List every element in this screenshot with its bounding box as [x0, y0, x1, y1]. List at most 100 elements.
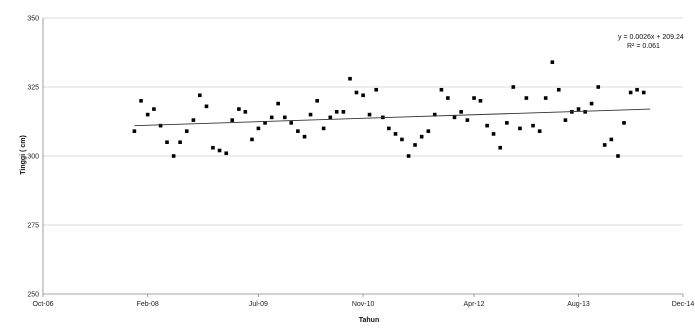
x-tick-label: Nov-10	[352, 301, 375, 308]
data-point	[602, 143, 607, 147]
data-point	[198, 93, 202, 98]
trendline-equation: y = 0.0026x + 209.24	[618, 34, 684, 41]
data-point	[374, 87, 378, 92]
x-tick-label: Jul-09	[249, 301, 268, 308]
data-point	[158, 123, 163, 128]
data-point	[635, 87, 639, 92]
data-point	[556, 87, 561, 92]
data-point	[250, 137, 254, 142]
axes	[42, 18, 684, 297]
data-point	[354, 90, 359, 95]
y-tick-label: 250	[27, 292, 39, 299]
data-point	[321, 126, 326, 131]
data-point	[491, 132, 496, 136]
data-point	[446, 96, 450, 100]
data-point	[543, 96, 548, 100]
data-point	[426, 129, 431, 133]
x-axis-title: Tahun	[359, 317, 379, 324]
data-point	[393, 132, 398, 136]
data-point	[465, 118, 470, 122]
trendline-group	[134, 108, 651, 127]
data-point	[505, 121, 509, 125]
data-point	[217, 148, 222, 153]
data-point	[413, 143, 417, 147]
data-point	[171, 154, 176, 158]
data-point	[224, 151, 229, 156]
data-point	[341, 110, 346, 114]
data-point	[550, 60, 555, 64]
data-point	[524, 96, 529, 100]
x-tick-label: Dec-14	[672, 301, 695, 308]
data-point	[367, 112, 372, 117]
data-point	[132, 129, 137, 133]
trendline	[134, 108, 651, 127]
data-point	[478, 99, 483, 103]
data-point	[387, 126, 391, 131]
x-tick-label: Apr-12	[464, 301, 485, 308]
data-point	[472, 96, 476, 100]
data-point	[204, 104, 209, 109]
data-point	[511, 85, 516, 89]
data-point	[315, 99, 319, 103]
data-point	[348, 76, 352, 81]
data-point	[282, 115, 287, 120]
y-tick-label: 300	[27, 154, 39, 161]
data-point	[485, 123, 489, 128]
data-point	[269, 115, 274, 120]
data-point	[308, 112, 313, 117]
data-point	[609, 137, 614, 142]
data-point	[406, 154, 411, 158]
data-point	[263, 121, 267, 125]
data-point	[256, 126, 261, 131]
data-point	[302, 134, 307, 139]
data-point	[139, 99, 143, 103]
data-point	[184, 129, 189, 133]
data-point	[289, 121, 294, 125]
data-point	[432, 112, 437, 117]
data-point	[452, 115, 457, 120]
data-point	[498, 145, 503, 150]
data-point	[243, 110, 248, 114]
data-point	[589, 101, 594, 106]
y-tick-label: 275	[27, 223, 39, 230]
data-point	[276, 101, 280, 106]
y-axis-title: Tinggi ( cm)	[20, 135, 27, 175]
x-tick-label: Oct-06	[32, 301, 53, 308]
x-tick-label: Aug-13	[567, 301, 590, 308]
data-point	[296, 129, 300, 133]
data-point	[622, 121, 626, 125]
data-points	[132, 60, 646, 158]
data-point	[400, 137, 404, 142]
data-point	[334, 110, 339, 114]
data-point	[178, 140, 182, 144]
data-point	[583, 110, 587, 114]
data-point	[152, 107, 156, 111]
data-point	[616, 154, 620, 158]
y-tick-label: 350	[27, 16, 39, 23]
data-point	[145, 112, 150, 117]
x-tick-label: Feb-08	[137, 301, 159, 308]
tick-labels: 250 275 300 325 350 Oct-06 Feb-08 Jul-09 Nov-10 A…	[27, 16, 694, 309]
gridlines	[43, 17, 683, 226]
data-point	[531, 123, 535, 128]
data-point	[537, 129, 542, 133]
data-point	[596, 85, 601, 89]
data-point	[328, 115, 333, 120]
data-point	[563, 118, 568, 122]
annotations: y = 0.0026x + 209.24 R² = 0.061	[618, 34, 684, 50]
data-point	[361, 93, 365, 98]
data-point	[237, 107, 241, 111]
data-point	[419, 134, 424, 139]
data-point	[518, 126, 522, 131]
data-point	[211, 145, 215, 150]
data-point	[165, 140, 169, 144]
data-point	[641, 90, 646, 95]
data-point	[191, 118, 196, 122]
data-point	[459, 110, 463, 114]
data-point	[439, 87, 444, 92]
trendline-r-squared: R² = 0.061	[627, 43, 660, 50]
data-point	[576, 107, 581, 111]
data-point	[230, 118, 235, 122]
